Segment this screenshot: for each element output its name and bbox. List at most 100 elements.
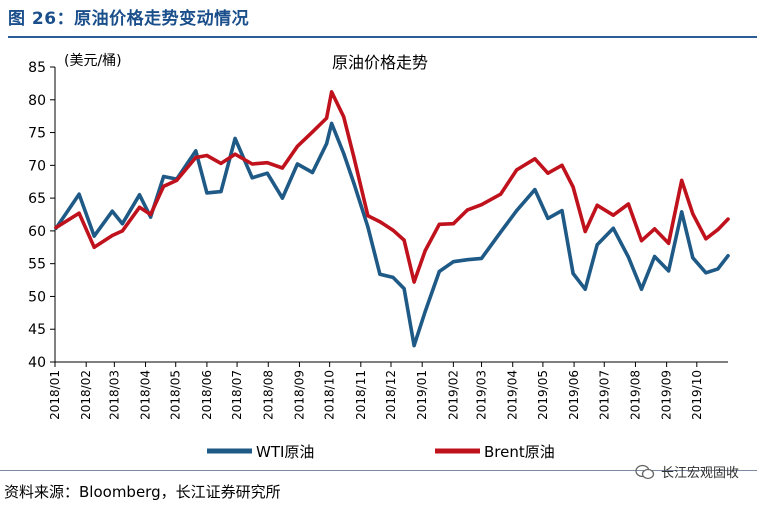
x-tick-label: 2019/06 <box>567 370 581 420</box>
brent-data-point <box>515 168 519 172</box>
wti-data-point <box>412 344 416 348</box>
brent-data-point <box>595 203 599 207</box>
brent-data-point <box>265 161 269 165</box>
wti-data-point <box>310 170 315 175</box>
brent-data-point <box>704 237 708 241</box>
legend: WTI原油 Brent原油 <box>207 443 555 461</box>
x-axis: 2018/01 2018/02 2018/03 2018/04 2018/05 2018/… <box>48 361 728 420</box>
brent-data-point <box>402 238 406 242</box>
brent-data-point <box>149 212 153 217</box>
legend-wti-label: WTI原油 <box>256 443 314 461</box>
wti-data-point <box>533 188 537 192</box>
footer-rule <box>0 470 757 471</box>
brent-data-point <box>310 130 315 134</box>
brent-data-point <box>325 116 329 120</box>
brent-data-point <box>378 220 382 224</box>
wti-data-point <box>162 174 166 179</box>
x-tick-label: 2018/03 <box>107 370 121 420</box>
x-tick-label: 2019/03 <box>475 370 489 420</box>
y-tick-label: 40 <box>28 355 46 371</box>
brent-data-point <box>250 162 254 166</box>
brent-data-point <box>726 217 730 221</box>
brent-data-point <box>366 214 370 218</box>
wti-data-point <box>451 260 455 264</box>
wti-data-point <box>137 193 142 197</box>
wti-data-point <box>280 196 284 200</box>
wti-data-point <box>560 209 564 213</box>
brent-data-point <box>583 229 587 234</box>
wti-data-point <box>205 191 209 195</box>
figure-title: 图 26：原油价格走势变动情况 <box>8 9 250 29</box>
x-tick-label: 2018/05 <box>169 370 183 420</box>
wti-data-point <box>120 222 124 226</box>
x-tick-label: 2018/08 <box>261 370 275 420</box>
x-tick-label: 2018/11 <box>354 370 368 420</box>
x-tick-label: 2018/10 <box>323 370 337 420</box>
brent-series-line <box>54 90 730 284</box>
brent-data-point <box>533 157 537 161</box>
brent-data-point <box>653 227 657 231</box>
brent-data-point <box>479 203 484 207</box>
brent-data-point <box>423 249 427 253</box>
y-tick-label: 50 <box>28 289 46 305</box>
x-tick-label: 2018/06 <box>200 370 214 420</box>
wti-data-point <box>402 287 406 291</box>
legend-brent-label: Brent原油 <box>484 443 555 461</box>
wti-data-point <box>378 272 382 276</box>
brent-data-point <box>54 226 58 230</box>
x-tick-label: 2019/02 <box>446 370 460 420</box>
brent-data-point <box>546 171 550 175</box>
brent-data-point <box>162 184 166 188</box>
wti-data-point <box>437 269 441 274</box>
chart-title: 原油价格走势 <box>332 53 428 72</box>
wechat-icon <box>635 464 655 479</box>
y-tick-label: 70 <box>28 158 46 174</box>
brent-data-point <box>639 239 644 243</box>
wti-data-point <box>250 176 254 180</box>
wti-data-point <box>595 243 599 247</box>
wti-data-point <box>691 256 695 260</box>
wti-data-point <box>295 162 299 166</box>
wti-data-point <box>583 287 587 291</box>
wti-data-point <box>330 121 334 125</box>
brent-data-point <box>280 166 284 170</box>
brent-data-point <box>451 222 455 226</box>
brent-data-point <box>175 178 179 182</box>
wti-data-point <box>611 226 615 230</box>
wti-data-point <box>726 254 730 258</box>
brent-data-point <box>465 208 470 212</box>
brent-data-point <box>499 192 503 196</box>
wti-data-point <box>667 269 671 273</box>
brent-data-point <box>205 153 209 158</box>
brent-data-point <box>611 213 615 217</box>
brent-data-point <box>560 163 564 167</box>
y-tick-label: 55 <box>28 257 46 273</box>
brent-data-point <box>352 155 356 159</box>
x-tick-label: 2018/12 <box>384 370 398 420</box>
brent-data-point <box>716 228 720 232</box>
y-tick-label: 65 <box>28 191 46 207</box>
brand-label: 长江宏观固收 <box>660 466 739 481</box>
brent-data-point <box>680 178 684 182</box>
source-note: 资料来源：Bloomberg，长江证券研究所 <box>4 483 281 501</box>
y-tick-label: 60 <box>28 224 46 240</box>
brent-data-point <box>412 280 416 284</box>
brent-data-point <box>667 241 671 245</box>
wti-data-point <box>571 271 575 276</box>
brent-data-point <box>120 229 124 233</box>
wti-data-point <box>233 136 237 141</box>
x-tick-label: 2019/05 <box>536 370 550 420</box>
wti-data-point <box>265 171 269 175</box>
wti-data-point <box>479 256 484 260</box>
y-tick-label: 85 <box>28 60 46 76</box>
wti-data-point <box>626 255 631 259</box>
x-tick-label: 2018/04 <box>139 370 153 420</box>
brent-data-point <box>219 161 223 165</box>
wti-data-point <box>219 190 223 194</box>
y-axis: 40 45 50 55 60 65 70 75 80 85 <box>28 60 56 371</box>
brent-data-point <box>77 211 81 215</box>
brent-data-point <box>626 202 631 206</box>
wti-data-point <box>499 230 503 234</box>
wti-data-point <box>653 254 657 259</box>
wti-data-point <box>639 287 644 291</box>
